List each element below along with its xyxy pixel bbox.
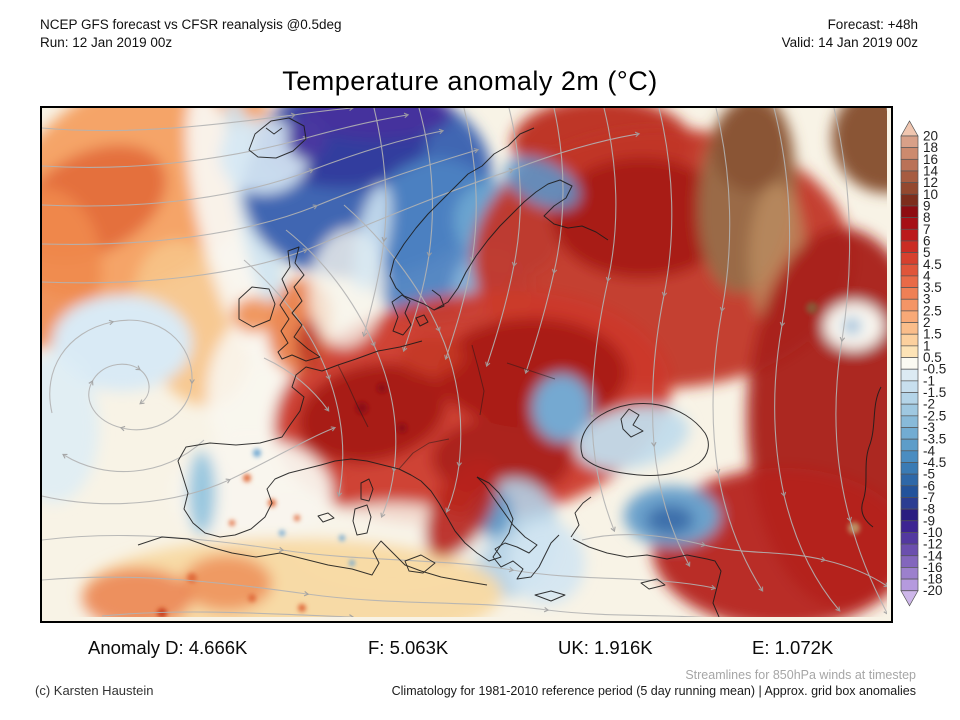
svg-text:2: 2	[923, 315, 931, 330]
map-frame	[40, 106, 893, 623]
svg-text:-6: -6	[923, 478, 935, 493]
page-title: Temperature anomaly 2m (°C)	[282, 66, 658, 96]
svg-text:-18: -18	[923, 572, 943, 587]
svg-text:-14: -14	[923, 548, 943, 563]
svg-text:0.5: 0.5	[923, 350, 942, 365]
svg-text:2.5: 2.5	[923, 303, 942, 318]
svg-text:-10: -10	[923, 525, 943, 540]
svg-text:-20: -20	[923, 583, 943, 598]
svg-text:-4: -4	[923, 443, 935, 458]
svg-text:-7: -7	[923, 490, 935, 505]
coastlines	[137, 117, 882, 617]
svg-text:-8: -8	[923, 502, 935, 517]
svg-text:-12: -12	[923, 537, 943, 552]
header-left: NCEP GFS forecast vs CFSR reanalysis @0.…	[40, 16, 342, 52]
anomaly-stat-d: Anomaly D: 4.666K	[88, 637, 248, 658]
header-right: Forecast: +48h Valid: 14 Jan 2019 00z	[782, 16, 918, 52]
svg-text:10: 10	[923, 187, 938, 202]
svg-text:8: 8	[923, 210, 931, 225]
anomaly-map-canvas	[42, 108, 887, 617]
colorbar-legend: 201816141210987654.543.532.521.510.5-0.5…	[900, 120, 946, 607]
svg-text:1.5: 1.5	[923, 327, 942, 342]
streamlines	[42, 108, 887, 617]
svg-text:-16: -16	[923, 560, 943, 575]
svg-text:-3.5: -3.5	[923, 432, 946, 447]
svg-text:5: 5	[923, 245, 931, 260]
climatology-note: Climatology for 1981-2010 reference peri…	[391, 684, 916, 698]
svg-text:-5: -5	[923, 467, 935, 482]
svg-text:-4.5: -4.5	[923, 455, 946, 470]
anomaly-stats-row: Anomaly D: 4.666K F: 5.063K UK: 1.916K E…	[0, 637, 960, 663]
svg-text:-0.5: -0.5	[923, 362, 946, 377]
model-label: NCEP GFS forecast vs CFSR reanalysis @0.…	[40, 17, 342, 32]
anomaly-stat-f: F: 5.063K	[368, 637, 449, 658]
svg-text:6: 6	[923, 233, 931, 248]
svg-text:4.5: 4.5	[923, 257, 942, 272]
forecast-label: Forecast: +48h	[827, 17, 918, 32]
run-label: Run: 12 Jan 2019 00z	[40, 35, 173, 50]
streamlines-note: Streamlines for 850hPa winds at timestep	[685, 668, 916, 682]
svg-text:-2.5: -2.5	[923, 408, 946, 423]
svg-text:9: 9	[923, 198, 931, 213]
svg-text:-3: -3	[923, 420, 935, 435]
svg-text:16: 16	[923, 152, 938, 167]
svg-text:7: 7	[923, 222, 931, 237]
svg-text:18: 18	[923, 140, 938, 155]
credit-label: (c) Karsten Haustein	[35, 683, 154, 698]
svg-text:3: 3	[923, 292, 931, 307]
anomaly-stat-e: E: 1.072K	[752, 637, 834, 658]
svg-text:20: 20	[923, 129, 938, 144]
svg-text:14: 14	[923, 163, 939, 178]
valid-label: Valid: 14 Jan 2019 00z	[781, 35, 918, 50]
svg-text:-1: -1	[923, 373, 935, 388]
svg-text:-1.5: -1.5	[923, 385, 946, 400]
svg-text:12: 12	[923, 175, 938, 190]
svg-text:4: 4	[923, 268, 931, 283]
anomaly-stat-uk: UK: 1.916K	[558, 637, 653, 658]
svg-text:-2: -2	[923, 397, 935, 412]
svg-text:1: 1	[923, 338, 931, 353]
svg-text:-9: -9	[923, 513, 935, 528]
svg-text:3.5: 3.5	[923, 280, 942, 295]
